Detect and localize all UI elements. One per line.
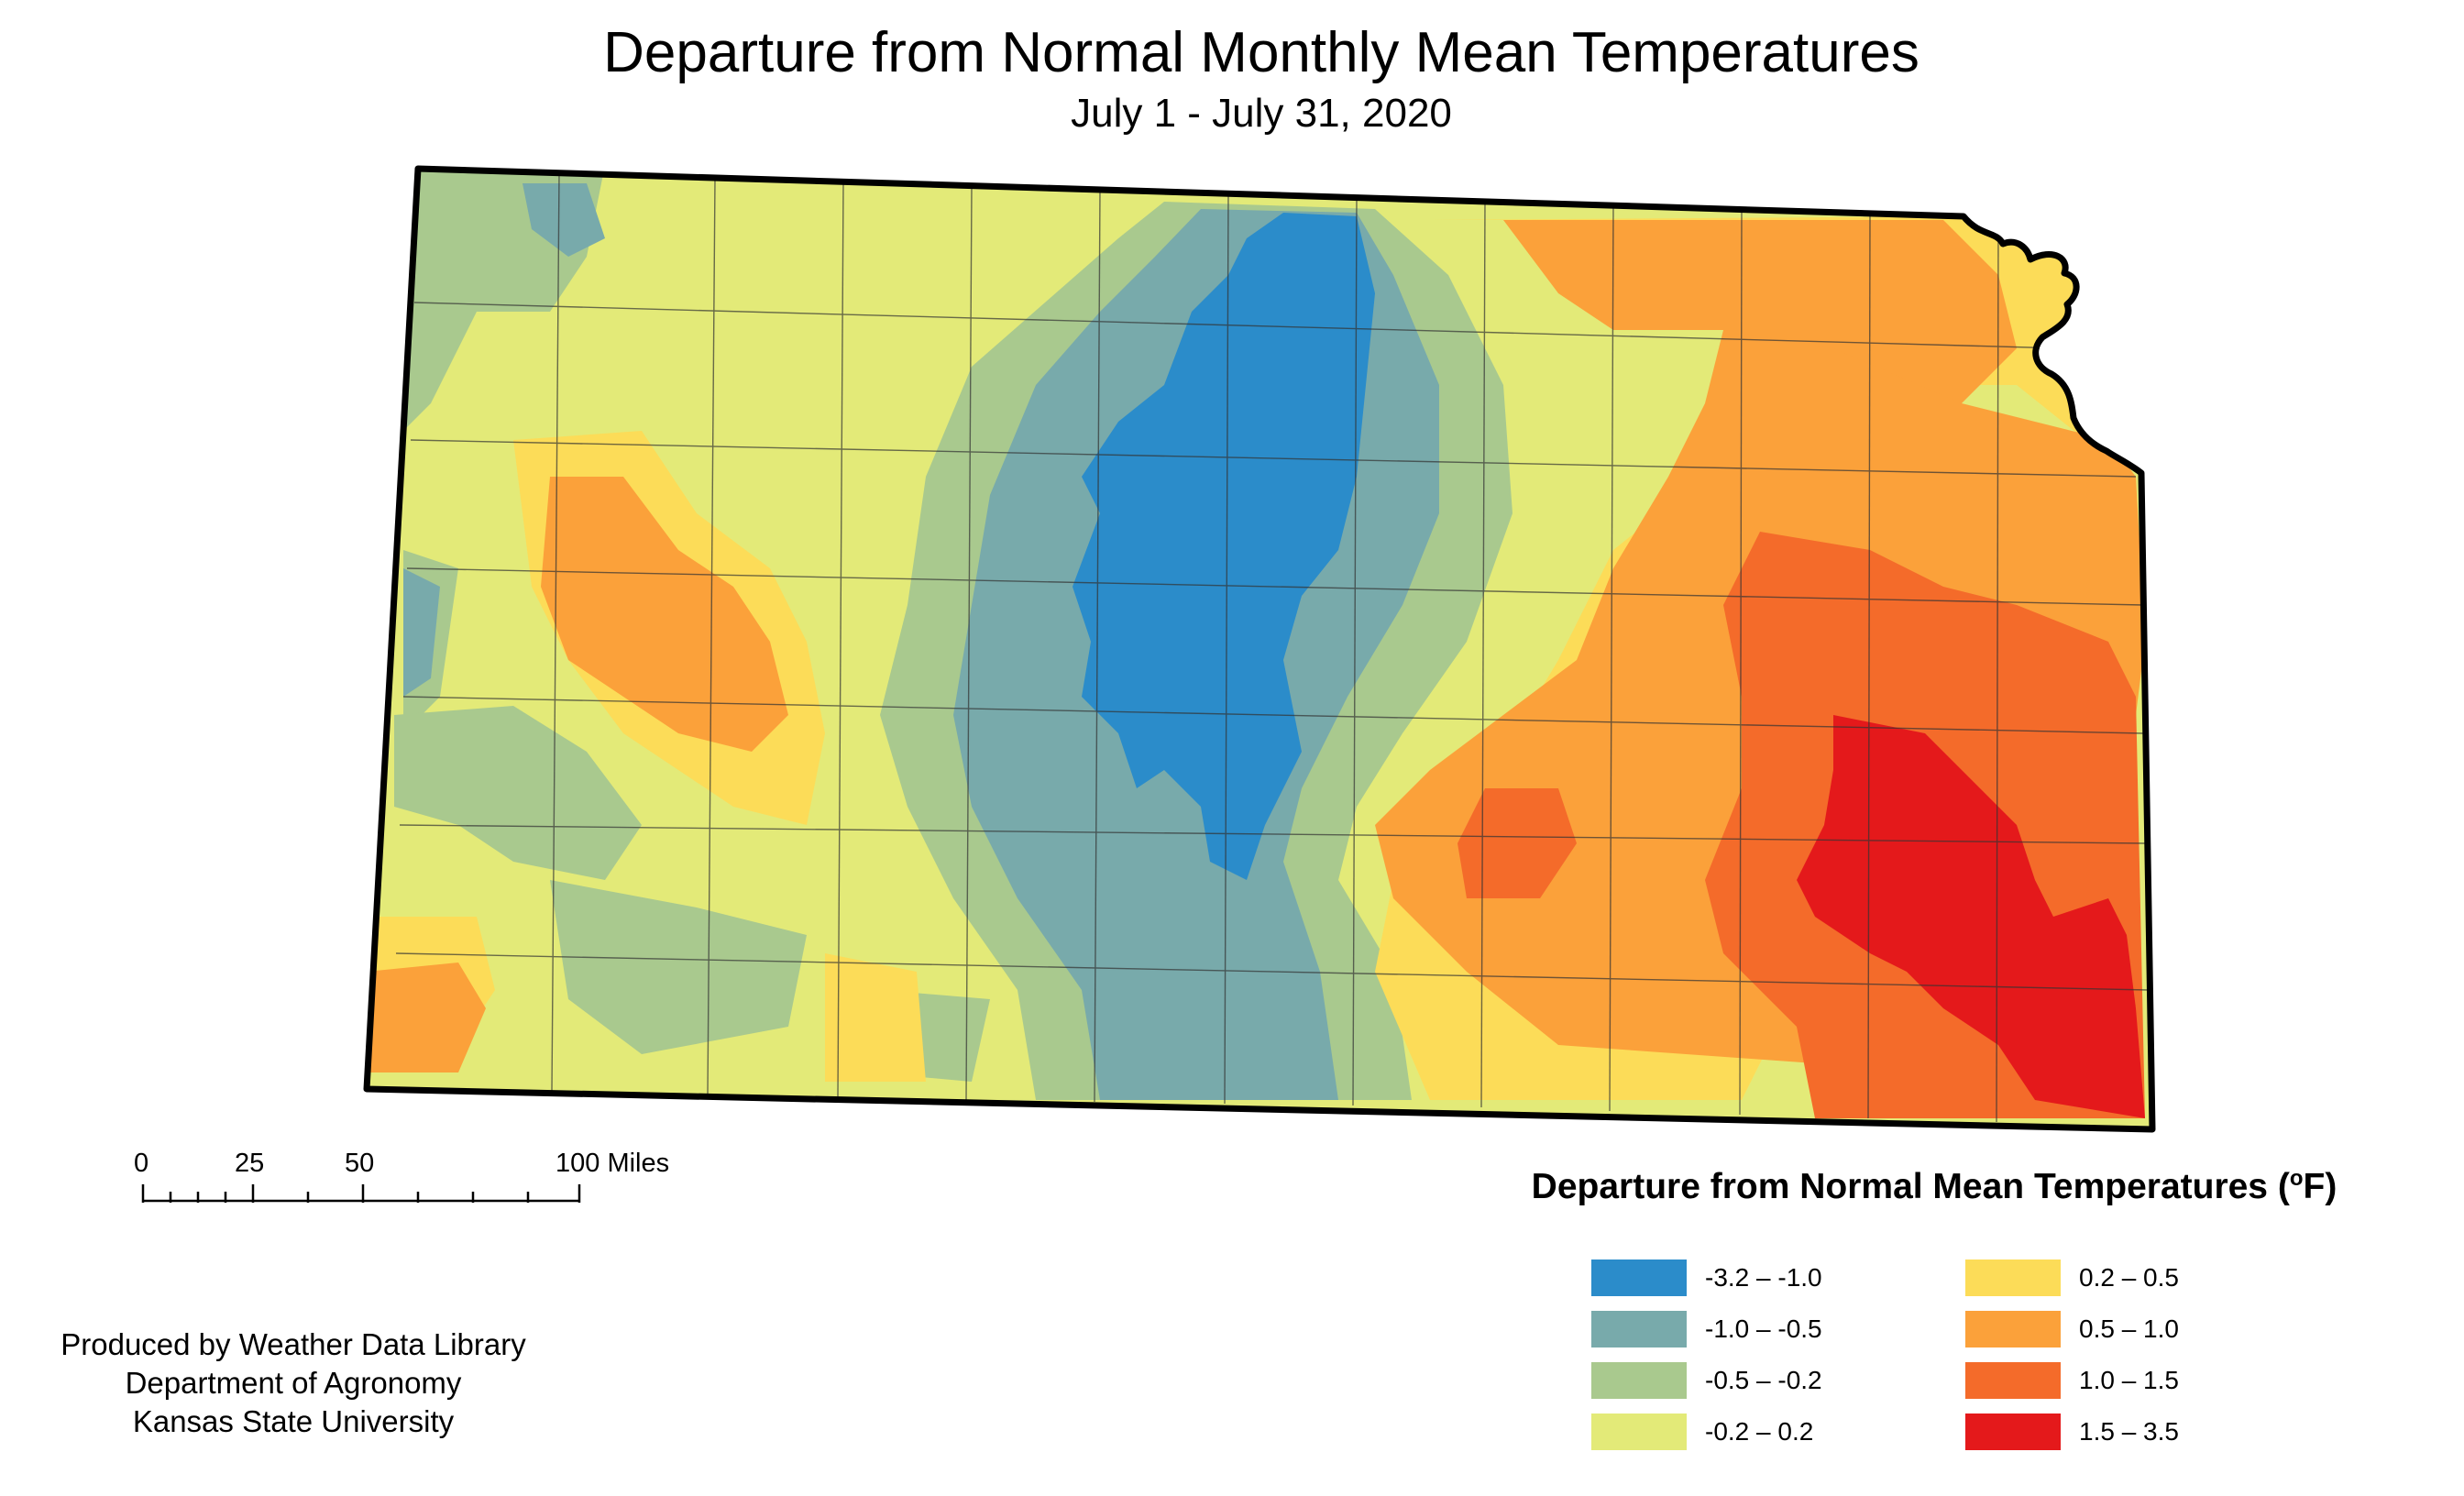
credits: Produced by Weather Data Library Departm… [55,1326,532,1441]
legend-title-text: Departure from Normal Mean Temperatures … [1531,1167,2290,1206]
scale-bar [141,1184,581,1203]
legend-label: -1.0 – -0.5 [1705,1314,1822,1343]
legend-swatch [1965,1362,2061,1399]
credit-line: Department of Agronomy [125,1366,462,1400]
legend-label: 0.2 – 0.5 [2079,1263,2179,1292]
slight-cool-region-sw [394,706,642,880]
credit-line: Produced by Weather Data Library [60,1327,526,1361]
legend-swatch [1591,1311,1687,1348]
warm-region-west [541,477,788,752]
legend-swatch [1591,1414,1687,1450]
hot-region-central [1458,788,1577,898]
scale-label-25: 25 [235,1149,265,1178]
hottest-region-se [1797,715,2145,1118]
legend-swatch [1965,1311,2061,1348]
legend-title-unit: F) [2303,1167,2338,1206]
legend-title-sup: o [2289,1166,2304,1191]
legend-swatch [1965,1414,2061,1450]
legend-title: Departure from Normal Mean Temperatures … [1467,1157,2402,1209]
legend-label: 1.0 – 1.5 [2079,1366,2179,1394]
legend-swatch [1965,1260,2061,1296]
legend-label: 0.5 – 1.0 [2079,1314,2179,1343]
kansas-state-outline [363,165,2156,1133]
map-title: Departure from Normal Monthly Mean Tempe… [603,21,1920,84]
cool-region-west-edge [403,568,440,697]
legend-label: -3.2 – -1.0 [1705,1263,1822,1292]
legend-label: -0.5 – -0.2 [1705,1366,1822,1394]
slight-cool-region-s [550,880,807,1054]
legend-label: -0.2 – 0.2 [1705,1417,1814,1446]
warm-region-sw [367,962,486,1072]
county-boundaries [395,171,2150,1123]
coldest-core-region [1072,213,1375,880]
scale-label-0: 0 [134,1149,149,1178]
scale-label-50: 50 [345,1149,375,1178]
cool-region-nw-patch [522,183,605,257]
legend-swatch [1591,1362,1687,1399]
credit-line: Kansas State University [132,1404,455,1438]
legend-label: 1.5 – 3.5 [2079,1417,2179,1446]
slight-warm-region-s [825,953,926,1082]
legend-swatch [1591,1260,1687,1296]
map-subtitle: July 1 - July 31, 2020 [1071,91,1452,136]
scale-label-100: 100 Miles [556,1149,670,1178]
